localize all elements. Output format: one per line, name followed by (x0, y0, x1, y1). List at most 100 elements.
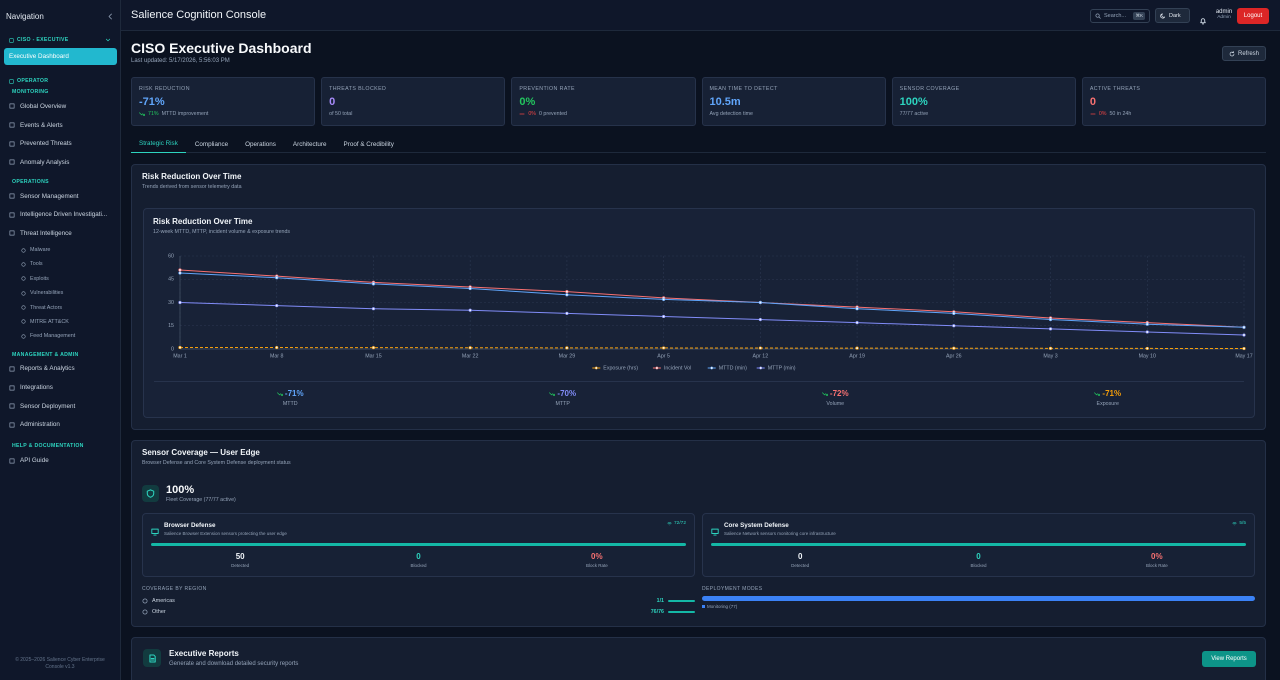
nav-subitem-label: Tools (30, 261, 43, 268)
logout-button[interactable]: Logout (1237, 8, 1269, 24)
kpi-value: 100% (899, 96, 928, 108)
defense-stats: 50 Detected 0 Blocked 0% Block Rate (151, 552, 686, 568)
modes-label: Monitoring (77) (707, 604, 738, 609)
icon-path (276, 391, 283, 396)
nav-subitem-label: Threat Actors (30, 304, 63, 311)
nav-item[interactable]: Prevented Threats (4, 134, 117, 153)
y-tick-label: 15 (168, 323, 174, 329)
icon (139, 112, 145, 116)
kpi-label: ACTIVE THREATS (1089, 86, 1141, 92)
icon (21, 319, 26, 324)
x-tick-label: Apr 5 (657, 353, 670, 359)
nav-item[interactable]: Reports & Analytics (4, 360, 117, 379)
data-point (1242, 346, 1246, 351)
coverage-bar (711, 543, 1246, 546)
data-point (468, 346, 472, 350)
stat-label: MTTP (555, 401, 570, 407)
nav-subitem[interactable]: Malware (4, 243, 117, 257)
defense-stat-value: 0% (1151, 552, 1163, 561)
stat-value: -71% (284, 389, 304, 398)
nav-item[interactable]: Executive Dashboard (4, 48, 117, 65)
icon (549, 391, 556, 396)
user-name: admin (1215, 9, 1233, 15)
badge-text: 5/5 (1239, 521, 1246, 526)
data-point (565, 346, 569, 350)
data-point (952, 346, 956, 350)
data-point (758, 346, 762, 350)
kpi-note: Avg detection time (709, 111, 753, 117)
nav-item[interactable]: Events & Alerts (4, 116, 117, 135)
icon (1090, 113, 1096, 115)
nav-item[interactable]: Administration (4, 416, 117, 435)
series-line (179, 302, 1245, 336)
icon (1095, 13, 1101, 19)
nav-item-label: Sensor Management (20, 192, 79, 200)
nav-subitem[interactable]: Tools (4, 257, 117, 271)
defense-title: Browser Defense (164, 522, 216, 529)
nav-item[interactable]: Sensor Deployment (4, 397, 117, 416)
notifications[interactable] (1199, 12, 1207, 30)
refresh-label: Refresh (1237, 50, 1259, 57)
icon-path (9, 103, 15, 109)
tab[interactable]: Strategic Risk (131, 136, 186, 153)
kpi-row: RISK REDUCTION -71% 71% MTTD improvement THR… (131, 77, 1266, 126)
nav-subitem-label: MITRE ATT&CK (30, 318, 69, 325)
nav-item[interactable]: Global Overview (4, 97, 117, 116)
tab[interactable]: Operations (245, 140, 276, 148)
chart-card: Risk Reduction Over Time 12-week MTTD, MT… (143, 208, 1255, 418)
nav-item-label: Intelligence Driven Investigati... (20, 211, 108, 219)
legend-marker (655, 366, 659, 370)
coverage-bar (151, 543, 686, 546)
tab[interactable]: Architecture (292, 140, 327, 148)
kpi-value: 10.5m (709, 96, 741, 108)
nav-subitem[interactable]: MITRE ATT&CK (4, 315, 117, 329)
nav-subitem[interactable]: Vulnerabilities (4, 286, 117, 300)
tab[interactable]: Compliance (194, 140, 229, 148)
nav-subitem[interactable]: Feed Management (4, 329, 117, 343)
user-menu[interactable]: admin Admin (1213, 9, 1235, 20)
defense-card: Core System Defense Salience Network sens… (702, 513, 1255, 577)
icon-path (21, 247, 26, 252)
nav-item-label: Global Overview (20, 102, 67, 110)
nav-item[interactable]: Threat Intelligence (4, 224, 117, 243)
search-box[interactable]: Search... ⌘K (1090, 9, 1150, 23)
nav-item[interactable]: Integrations (4, 378, 117, 397)
kpi-card: PREVENTION RATE 0% 0% 0 prevented (511, 77, 696, 126)
data-point (178, 268, 182, 272)
user-role: Admin (1217, 15, 1231, 20)
nav-section: HELP & DOCUMENTATION (12, 443, 84, 450)
data-point (565, 290, 569, 294)
stat: -70% MTTP (427, 382, 700, 415)
nav-subitem-label: Feed Management (30, 333, 76, 340)
icon-path (1200, 18, 1206, 25)
defense-stat-label: Blocked (410, 563, 427, 568)
chart-subtitle: 12-week MTTD, MTTP, incident volume & ex… (153, 229, 291, 235)
x-tick-label: May 3 (1043, 353, 1057, 359)
theme-toggle[interactable]: Dark (1155, 8, 1190, 23)
y-tick-label: 30 (168, 300, 174, 306)
nav-item[interactable]: Anomaly Analysis (4, 153, 117, 172)
data-point (275, 345, 279, 350)
defense-icon (711, 523, 719, 541)
nav-item[interactable]: Intelligence Driven Investigati... (4, 205, 117, 224)
stat-value-row: -72% (699, 389, 972, 398)
panel-subtitle: Trends derived from sensor telemetry dat… (142, 184, 242, 190)
nav-item[interactable]: Sensor Management (4, 187, 117, 206)
data-point (758, 300, 762, 305)
x-tick-label: Mar 15 (365, 353, 382, 359)
icon-path (21, 334, 26, 339)
chart-title: Risk Reduction Over Time (153, 217, 253, 226)
nav-item[interactable]: API Guide (4, 451, 117, 470)
icon-path (9, 422, 15, 428)
view-reports-button[interactable]: View Reports (1202, 651, 1256, 667)
tab[interactable]: Proof & Credibility (343, 140, 394, 148)
kpi-sub: 0% 50 in 24h (1090, 111, 1258, 117)
icon (276, 391, 283, 396)
x-tick-label: Apr 19 (849, 353, 865, 359)
nav-subitem[interactable]: Exploits (4, 272, 117, 286)
refresh-button[interactable]: Refresh (1222, 46, 1266, 61)
nav-subitem[interactable]: Threat Actors (4, 300, 117, 314)
region-count: 76/76 (650, 608, 664, 615)
kpi-delta: 71% (148, 111, 159, 117)
